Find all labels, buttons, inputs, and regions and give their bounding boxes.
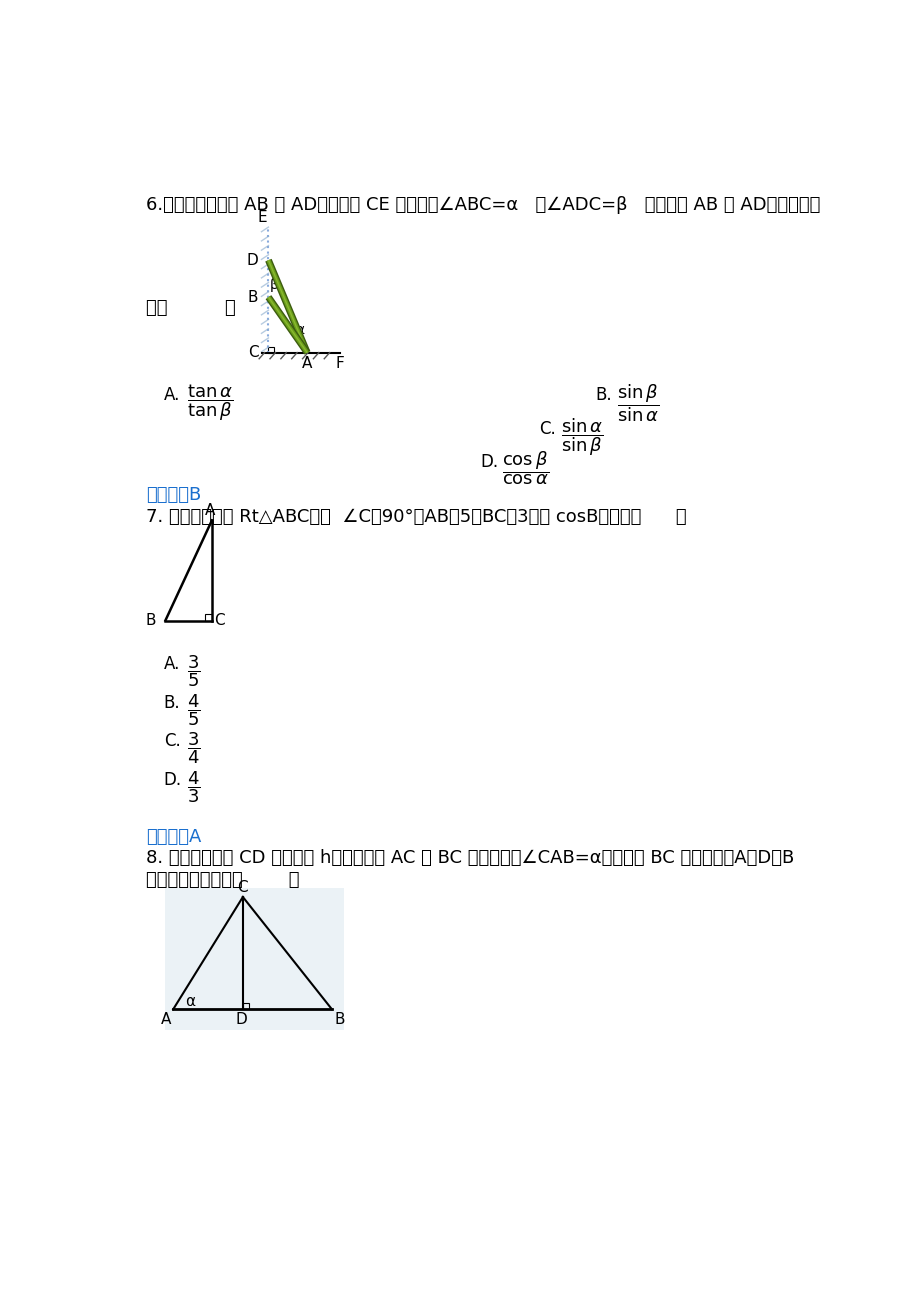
- Text: $\dfrac{\sin\beta}{\sin\alpha}$: $\dfrac{\sin\beta}{\sin\alpha}$: [617, 383, 659, 424]
- Text: C: C: [237, 880, 248, 894]
- Text: A: A: [160, 1013, 171, 1027]
- Text: D.: D.: [164, 771, 182, 789]
- Text: 8. 如图，电线杆 CD 的高度为 h，两根拉线 AC 与 BC 相互垂直，∠CAB=α，则拉线 BC 的长度为（A、D、B: 8. 如图，电线杆 CD 的高度为 h，两根拉线 AC 与 BC 相互垂直，∠C…: [146, 849, 793, 867]
- Text: $\dfrac{3}{5}$: $\dfrac{3}{5}$: [187, 654, 200, 689]
- Text: 在同一条直线上）（        ）: 在同一条直线上）（ ）: [146, 871, 300, 889]
- Text: 6.如图，两根竹竿 AB 和 AD斜靠在墙 CE 上，量得∠ABC=α   ，∠ADC=β   ，则竹竿 AB 与 AD的长度之比: 6.如图，两根竹竿 AB 和 AD斜靠在墙 CE 上，量得∠ABC=α ，∠AD…: [146, 197, 820, 215]
- Bar: [268, 348, 274, 353]
- Text: 为（          ）: 为（ ）: [146, 298, 235, 316]
- Text: B: B: [247, 289, 258, 305]
- Text: C: C: [214, 613, 224, 628]
- Text: D: D: [235, 1013, 247, 1027]
- Text: α: α: [295, 323, 304, 337]
- Bar: [243, 1004, 249, 1009]
- Text: E: E: [257, 210, 267, 225]
- Text: B.: B.: [164, 694, 180, 712]
- Text: F: F: [335, 357, 345, 371]
- Text: β: β: [269, 277, 278, 292]
- Text: $\dfrac{\cos\beta}{\cos\alpha}$: $\dfrac{\cos\beta}{\cos\alpha}$: [502, 449, 549, 487]
- Text: A: A: [205, 503, 215, 518]
- Text: $\dfrac{4}{3}$: $\dfrac{4}{3}$: [187, 769, 200, 805]
- Text: $\dfrac{4}{5}$: $\dfrac{4}{5}$: [187, 693, 200, 728]
- Text: 【答案】A: 【答案】A: [146, 828, 201, 846]
- Text: A: A: [301, 357, 312, 371]
- Text: B: B: [145, 613, 156, 628]
- Text: 【答案】B: 【答案】B: [146, 486, 201, 504]
- Text: A.: A.: [164, 385, 180, 404]
- Text: C.: C.: [164, 732, 180, 750]
- Text: B: B: [334, 1013, 345, 1027]
- Text: A.: A.: [164, 655, 180, 673]
- Text: 7. 如图，已知在 Rt△ABC中，  ∠C＝90°，AB＝5，BC＝3，则 cosB的值是（      ）: 7. 如图，已知在 Rt△ABC中， ∠C＝90°，AB＝5，BC＝3，则 co…: [146, 508, 686, 526]
- Text: C.: C.: [539, 419, 555, 437]
- Text: B.: B.: [595, 385, 611, 404]
- Text: D.: D.: [481, 453, 498, 471]
- Bar: [165, 888, 344, 1030]
- Text: α: α: [186, 993, 196, 1009]
- Text: D: D: [246, 253, 258, 268]
- Text: C: C: [247, 345, 258, 361]
- Bar: [205, 613, 211, 621]
- Text: $\dfrac{3}{4}$: $\dfrac{3}{4}$: [187, 730, 200, 767]
- Text: $\dfrac{\tan\alpha}{\tan\beta}$: $\dfrac{\tan\alpha}{\tan\beta}$: [187, 383, 233, 423]
- Text: $\dfrac{\sin\alpha}{\sin\beta}$: $\dfrac{\sin\alpha}{\sin\beta}$: [560, 417, 603, 458]
